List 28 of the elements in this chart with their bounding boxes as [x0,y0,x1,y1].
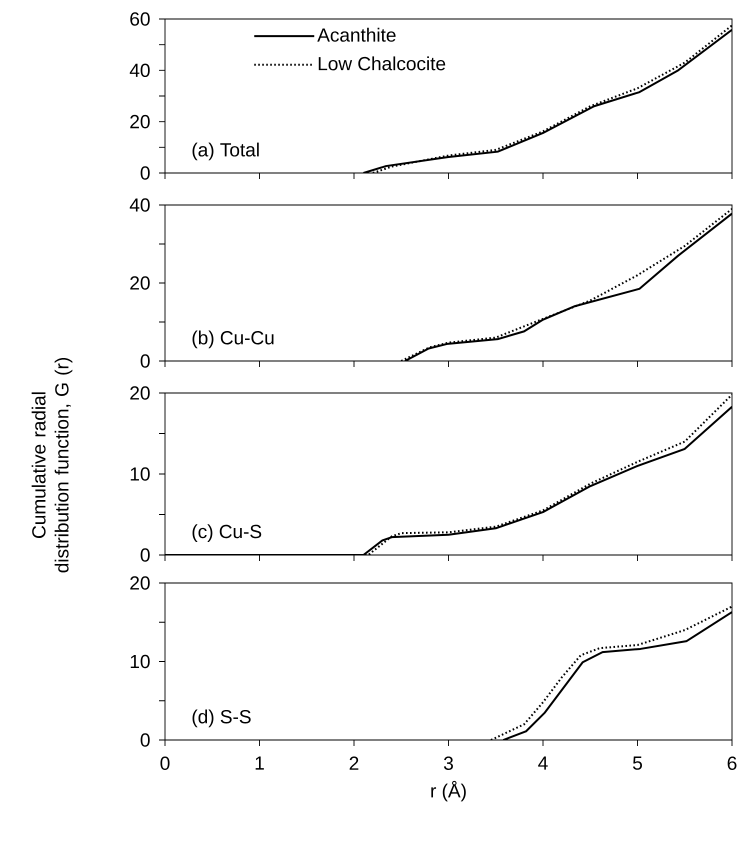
y-tick-label: 20 [130,276,150,290]
y-tick-label: 0 [140,166,150,180]
x-tick-label: 5 [632,756,642,770]
y-tick-label: 10 [130,467,150,481]
legend-label: Acanthite [317,28,396,42]
y-tick-label: 0 [140,733,150,747]
y-tick-label: 10 [130,654,150,668]
x-tick-label: 2 [350,756,358,770]
y-tick-label: 60 [130,12,150,26]
y-tick-label: 40 [130,198,150,212]
y-tick-label: 0 [140,354,150,368]
y-tick-label: 40 [130,64,150,78]
x-tick-label: 6 [728,756,736,770]
text: (d) S-S [192,709,251,728]
text: (b) Cu-Cu [192,330,274,348]
y-axis-title: Cumulative radial distribution function, G (r) [32,358,72,572]
x-tick-label: 3 [444,756,453,770]
y-tick-label: 20 [130,386,150,400]
x-tick-label: 0 [160,756,170,770]
x-axis-title: r (Å) [431,780,466,802]
y-tick-label: 20 [130,576,150,590]
x-tick-label: 1 [256,756,264,770]
x-tick-label: 4 [538,756,548,770]
legend-label: Low Chalcocite [318,56,446,70]
text: (a) Total [192,142,259,160]
y-tick-label: 0 [140,548,150,562]
text: (c) Cu-S [192,524,262,542]
y-tick-label: 20 [130,114,150,128]
